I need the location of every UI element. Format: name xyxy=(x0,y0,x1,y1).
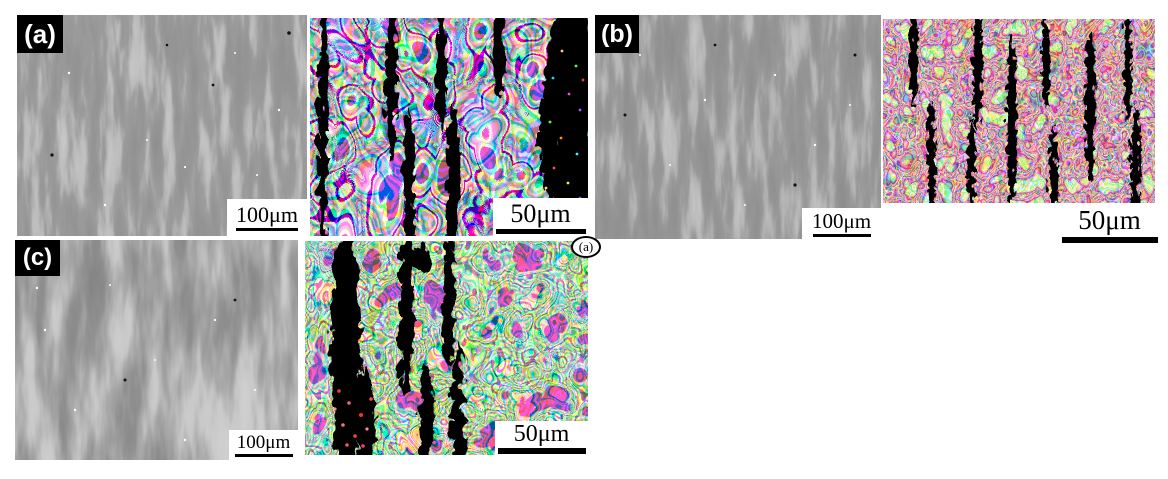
scalebar-a-ebsd-text: 50μm xyxy=(510,198,571,228)
panel-a-sem-image: (a) 100μm xyxy=(17,15,307,236)
panel-label-c-text: (c) xyxy=(22,244,53,271)
panel-b-sem-image: (b) 100μm xyxy=(595,15,881,239)
scalebar-box-c-sem: 100μm xyxy=(229,430,298,460)
scalebar-b-sem-line xyxy=(812,233,871,237)
sem-micrograph-texture-b xyxy=(595,15,881,239)
scalebar-b-ebsd-text: 50μm xyxy=(1078,205,1141,235)
scalebar-c-ebsd-line xyxy=(497,448,586,454)
panel-b-ebsd-image xyxy=(883,19,1155,203)
scalebar-c-ebsd-text: 50μm xyxy=(513,421,570,447)
scalebar-c-sem-line xyxy=(234,454,293,457)
panel-label-a: (a) xyxy=(17,15,63,53)
ebsd-c-speckles xyxy=(333,359,453,448)
scalebar-b-ebsd-line xyxy=(1061,237,1158,243)
ebsd-map-texture-b xyxy=(883,19,1155,203)
corner-annotation-circle: (a) xyxy=(571,236,601,258)
scalebar-a-ebsd-line xyxy=(495,228,586,234)
panel-c-sem-image: (c) 100μm xyxy=(15,240,298,460)
panel-a-ebsd-image: 50μm xyxy=(310,18,588,236)
panel-label-c: (c) xyxy=(15,240,60,276)
scalebar-c-sem-text: 100μm xyxy=(236,432,291,453)
panel-label-b: (b) xyxy=(595,15,639,53)
ebsd-map-texture-c xyxy=(305,241,588,455)
scalebar-a-sem-text: 100μm xyxy=(236,202,298,227)
scalebar-box-a-sem: 100μm xyxy=(227,199,307,236)
panel-label-b-text: (b) xyxy=(601,19,633,48)
scalebar-box-c-ebsd: 50μm xyxy=(495,421,588,455)
sem-micrograph-texture-c xyxy=(15,240,298,460)
panel-c-ebsd-image: 50μm xyxy=(305,241,588,455)
panel-label-a-text: (a) xyxy=(24,18,56,49)
scalebar-a-sem-line xyxy=(236,228,298,231)
scalebar-box-a-ebsd: 50μm xyxy=(493,198,588,236)
scalebar-b-sem-text: 100μm xyxy=(811,208,872,233)
scalebar-box-b-ebsd: 50μm xyxy=(1051,203,1168,244)
scalebar-box-b-sem: 100μm xyxy=(802,208,881,239)
corner-annotation-text: (a) xyxy=(578,239,594,254)
